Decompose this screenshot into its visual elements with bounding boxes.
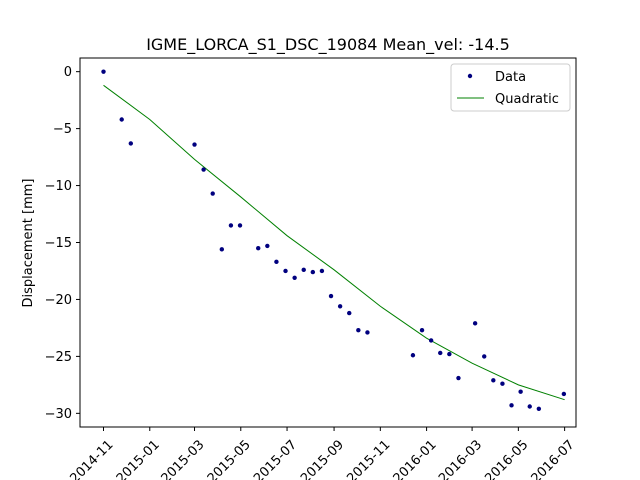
data-point bbox=[328, 293, 334, 299]
data-point bbox=[219, 247, 225, 252]
data-point bbox=[410, 353, 416, 358]
data-point bbox=[192, 142, 197, 147]
data-point bbox=[561, 391, 567, 397]
data-point bbox=[365, 330, 370, 335]
data-point bbox=[301, 267, 306, 273]
legend: Data Quadratic bbox=[450, 63, 571, 112]
legend-marker-data bbox=[467, 73, 473, 79]
data-point bbox=[237, 223, 243, 228]
data-point bbox=[472, 321, 478, 326]
y-tick-label: −5 bbox=[53, 122, 72, 137]
data-point bbox=[265, 243, 270, 249]
series-quadratic-line bbox=[103, 84, 565, 401]
data-point bbox=[500, 381, 505, 386]
data-point bbox=[292, 275, 297, 281]
data-point bbox=[128, 141, 134, 146]
legend-box bbox=[450, 63, 571, 112]
data-point bbox=[518, 389, 523, 394]
y-tick-label: −25 bbox=[45, 350, 72, 365]
legend-label-quadratic: Quadratic bbox=[495, 92, 559, 107]
y-tick-label: −30 bbox=[45, 407, 72, 422]
data-point bbox=[447, 351, 452, 357]
data-point bbox=[419, 327, 425, 333]
data-point bbox=[319, 268, 325, 274]
data-point bbox=[119, 117, 124, 122]
y-tick-label: 0 bbox=[64, 65, 72, 80]
y-tick-label: −20 bbox=[45, 293, 72, 308]
data-point bbox=[438, 350, 443, 356]
data-point bbox=[482, 354, 487, 359]
y-axis-label: Displacement [mm] bbox=[21, 179, 36, 308]
data-point bbox=[210, 191, 215, 196]
data-point bbox=[536, 406, 542, 411]
data-point bbox=[283, 268, 288, 274]
data-point bbox=[509, 403, 514, 408]
data-point bbox=[101, 69, 106, 74]
data-point bbox=[428, 338, 434, 343]
data-point bbox=[456, 375, 461, 381]
data-point bbox=[347, 310, 352, 316]
chart-title: IGME_LORCA_S1_DSC_19084 Mean_vel: -14.5 bbox=[146, 35, 510, 55]
data-point bbox=[337, 304, 343, 309]
legend-label-data: Data bbox=[495, 70, 526, 85]
data-point bbox=[256, 245, 261, 251]
data-point bbox=[356, 327, 361, 333]
y-tick-label: −15 bbox=[45, 236, 72, 251]
data-point bbox=[274, 259, 279, 265]
data-point bbox=[228, 223, 234, 228]
data-point bbox=[527, 404, 532, 409]
y-axis: 0 −5 −10 −15 −20 −25 −30 bbox=[45, 65, 80, 422]
data-point bbox=[201, 167, 206, 172]
data-point bbox=[310, 269, 316, 275]
data-point bbox=[491, 378, 496, 383]
plot-area bbox=[101, 69, 567, 411]
y-tick-label: −10 bbox=[45, 179, 72, 194]
